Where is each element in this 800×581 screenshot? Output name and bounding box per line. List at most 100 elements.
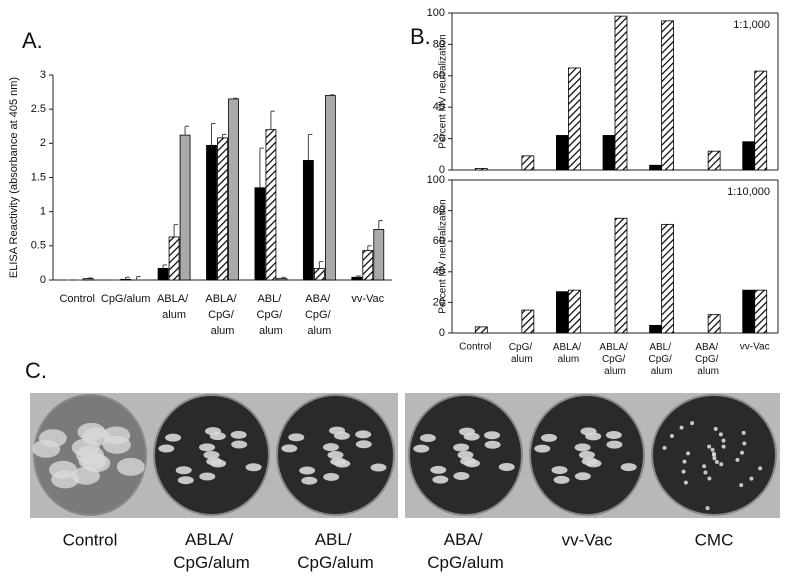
bar: [373, 229, 385, 281]
plaque: [457, 451, 474, 459]
bar: [568, 289, 581, 334]
photo-label: vv-Vac: [562, 530, 613, 549]
error-bar: [270, 110, 275, 130]
bar: [157, 267, 169, 281]
x-tick-label: ABL/ CpG/ alum: [257, 293, 286, 337]
bar: [707, 314, 721, 334]
plaque: [413, 444, 430, 453]
y-tick-label: 100: [427, 174, 445, 186]
y-tick-label: 100: [427, 7, 445, 19]
plaque: [721, 438, 726, 443]
plaque: [551, 466, 568, 475]
plaque: [681, 469, 686, 474]
y-tick-label: 0: [439, 327, 445, 339]
plaque: [740, 450, 745, 455]
error-bar: [329, 94, 335, 96]
plaque: [199, 443, 216, 452]
plaque: [370, 463, 387, 472]
plaque: [177, 476, 194, 485]
photo-label: ABLA/ CpG/alum: [173, 530, 250, 572]
plaque: [735, 457, 740, 462]
y-axis-label: ELISA Reactivity (absorbance at 405 nm): [8, 77, 20, 278]
plaque: [606, 440, 623, 449]
plaque: [711, 451, 716, 456]
plaque: [741, 430, 746, 435]
plaque: [230, 430, 247, 439]
plaque: [620, 463, 637, 472]
annotation: 1:1,000: [733, 19, 770, 31]
plaque: [432, 475, 449, 484]
x-tick-label: CpG/ alum: [509, 342, 535, 365]
bar: [351, 276, 363, 281]
error-bar: [233, 97, 238, 99]
y-tick-label: 0: [40, 274, 46, 286]
panel-label: C.: [25, 358, 47, 383]
plaque: [498, 463, 515, 472]
x-tick-label: Control: [59, 293, 94, 305]
error-bar: [136, 276, 141, 280]
well-photo: [273, 393, 398, 518]
bar: [521, 309, 535, 334]
plaque: [419, 434, 436, 443]
plaque: [460, 457, 477, 466]
plaque: [322, 443, 339, 452]
plaque: [38, 429, 67, 448]
bar: [754, 289, 768, 334]
plaque: [581, 457, 598, 466]
plaque: [327, 451, 344, 459]
photo-label: ABA/ CpG/alum: [427, 530, 504, 572]
error-bar: [222, 133, 227, 138]
x-tick-label: ABLA/ CpG/ alum: [205, 293, 239, 337]
y-axis-label: Percent MV neutralization: [438, 34, 449, 149]
plaque: [707, 444, 712, 449]
plaque: [165, 433, 182, 442]
plaque: [333, 431, 350, 440]
y-tick-label: 3: [40, 69, 46, 81]
bar: [661, 20, 674, 171]
error-bar: [259, 147, 264, 188]
plaque: [355, 430, 372, 439]
plaque: [669, 434, 674, 439]
plaque: [102, 435, 131, 454]
bar: [474, 168, 488, 171]
plaque: [330, 457, 347, 466]
bar: [324, 95, 336, 281]
error-bar: [211, 123, 216, 146]
plaque: [206, 457, 223, 466]
plaque: [707, 476, 712, 481]
bar: [217, 137, 228, 281]
photo-label: CMC: [695, 530, 734, 549]
plaque: [71, 466, 100, 485]
y-tick-label: 80: [433, 205, 445, 217]
bar: [474, 326, 488, 334]
x-tick-label: ABA/ CpG/ alum: [305, 293, 334, 337]
well-photo: [648, 393, 780, 518]
error-bar: [356, 275, 361, 278]
plaque: [245, 463, 262, 472]
plaque: [718, 432, 723, 437]
y-tick-label: 60: [433, 235, 445, 247]
x-tick-label: vv-Vac: [351, 293, 384, 305]
plaque: [78, 452, 107, 471]
plaque: [703, 470, 708, 475]
plaque: [713, 426, 718, 431]
error-bar: [125, 276, 130, 280]
well-photo: [30, 393, 150, 518]
bar: [556, 291, 569, 334]
y-tick-label: 20: [433, 296, 445, 308]
plaque: [355, 440, 372, 449]
bar: [661, 223, 674, 334]
bar: [168, 236, 180, 281]
plaque: [712, 456, 717, 461]
plaque: [758, 466, 763, 471]
x-tick-label: ABLA/ CpG/ alum: [599, 342, 630, 377]
y-tick-label: 2.5: [31, 103, 46, 115]
bar: [568, 67, 581, 171]
bar: [120, 278, 132, 281]
bar: [254, 187, 266, 281]
plaque: [430, 465, 447, 474]
plaque: [463, 432, 480, 441]
error-bar: [318, 261, 324, 269]
x-tick-label: ABLA/ alum: [553, 342, 584, 365]
bar: [302, 160, 314, 281]
